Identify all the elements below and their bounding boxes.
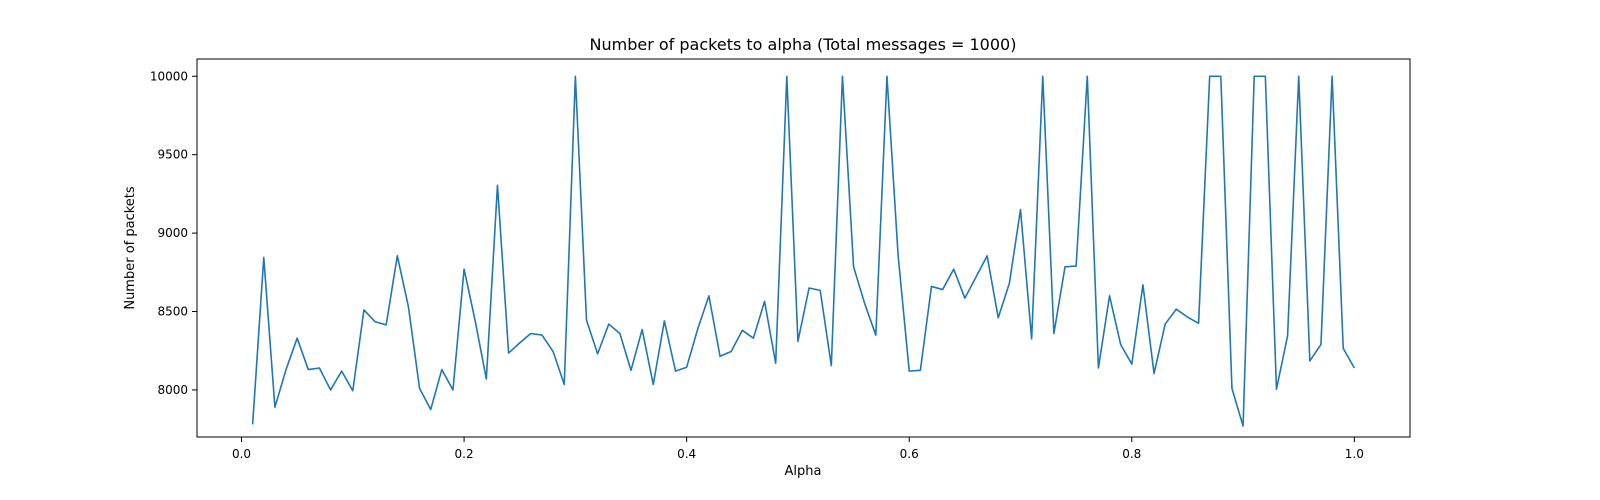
- chart-title: Number of packets to alpha (Total messag…: [590, 35, 1017, 54]
- y-tick-label: 9500: [157, 148, 188, 162]
- y-tick-label: 9000: [157, 226, 188, 240]
- y-axis-label: Number of packets: [123, 186, 138, 310]
- x-tick-label: 1.0: [1345, 447, 1364, 461]
- x-tick-label: 0.6: [900, 447, 919, 461]
- x-tick-label: 0.8: [1122, 447, 1141, 461]
- series-line-0: [251, 75, 1356, 427]
- y-axis: 8000 8500 9000 9500 10000: [150, 69, 197, 397]
- x-axis-label: Alpha: [785, 464, 822, 479]
- x-tick-label: 0.2: [455, 447, 474, 461]
- y-tick-label: 8000: [157, 383, 188, 397]
- plot-frame: [196, 58, 1411, 438]
- x-tick-label: 0.0: [232, 447, 251, 461]
- y-tick-label: 8500: [157, 305, 188, 319]
- x-tick-label: 0.4: [677, 447, 696, 461]
- y-tick-label: 10000: [150, 69, 188, 83]
- x-axis: 0.0 0.2 0.4 0.6 0.8 1.0: [232, 437, 1364, 461]
- plot-area: [251, 75, 1356, 427]
